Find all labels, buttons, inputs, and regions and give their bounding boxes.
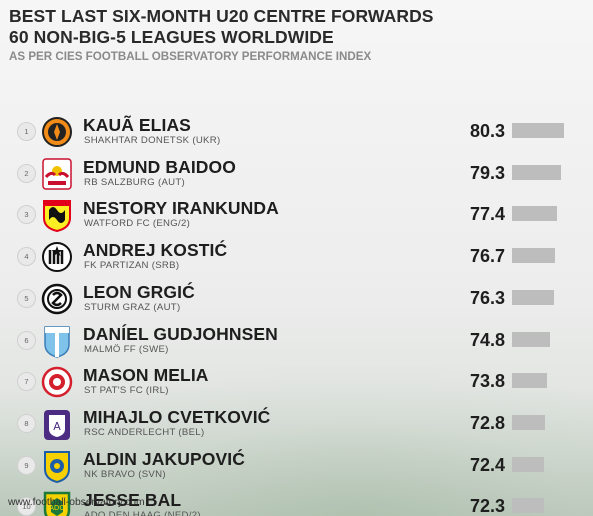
score-label: 74.8 <box>469 329 505 350</box>
malmo-crest-icon <box>41 324 73 358</box>
ado-den-haag-crest-icon: ADO <box>41 490 73 516</box>
anderlecht-crest-icon: A <box>41 407 73 441</box>
score-bar <box>512 164 562 180</box>
player-name: MIHAJLO CVETKOVIĆ <box>83 406 271 427</box>
club-name: ST PAT'S FC (IRL) <box>84 385 169 397</box>
ranking-row: 1 KAUÃ ELIAS SHAKHTAR DONETSK (UKR) 80.3 <box>0 112 593 152</box>
rank-badge: 1 <box>17 122 36 141</box>
score-bar <box>512 498 544 514</box>
score-label: 73.8 <box>469 371 505 392</box>
watford-crest-icon <box>41 198 73 233</box>
chart-subtitle: AS PER CIES FOOTBALL OBSERVATORY PERFORM… <box>9 50 372 63</box>
rank-badge: 7 <box>17 372 36 392</box>
score-bar <box>512 289 554 305</box>
ranking-row: 8 A MIHAJLO CVETKOVIĆ RSC ANDERLECHT (BEL) 7… <box>0 404 593 444</box>
score-label: 72.4 <box>469 454 505 475</box>
score-label: 76.3 <box>469 287 505 308</box>
chart-title: BEST LAST SIX-MONTH U20 CENTRE FORWARDS <box>9 6 434 26</box>
club-name: RB SALZBURG (AUT) <box>84 176 186 188</box>
score-bar <box>512 248 555 264</box>
rank-badge: 4 <box>17 247 36 267</box>
score-bar <box>512 331 550 347</box>
player-name: JESSE BAL <box>83 490 182 511</box>
ranking-row: 10 ADO JESSE BAL ADO DEN HAAG (NED/2) 72.3 <box>0 487 593 516</box>
rank-badge: 2 <box>17 163 36 183</box>
ranking-row: 5 LEON GRGIĆ STURM GRAZ (AUT) 76.3 <box>0 279 593 319</box>
ranking-row: 2 EDMUND BAIDOO RB SALZBURG (AUT) 79.3 <box>0 154 593 194</box>
sturm-graz-crest-icon <box>41 282 73 316</box>
rank-badge: 9 <box>17 455 36 475</box>
club-name: SHAKHTAR DONETSK (UKR) <box>84 135 221 146</box>
club-name: NK BRAVO (SVN) <box>84 468 166 480</box>
club-name: ADO DEN HAAG (NED/2) <box>84 510 201 516</box>
svg-text:A: A <box>53 420 61 433</box>
score-bar <box>512 373 548 389</box>
chart-header: BEST LAST SIX-MONTH U20 CENTRE FORWARDS … <box>9 6 434 65</box>
chart-title-line2: 60 NON-BIG-5 LEAGUES WORLDWIDE <box>9 27 334 47</box>
ranking-row: 9 ALDIN JAKUPOVIĆ NK BRAVO (SVN) 72.4 <box>0 446 593 486</box>
player-name: ANDREJ KOSTIĆ <box>83 240 228 261</box>
svg-text:ADO: ADO <box>49 504 65 512</box>
player-name: MASON MELIA <box>83 365 209 386</box>
rank-badge: 5 <box>17 288 36 308</box>
club-name: STURM GRAZ (AUT) <box>84 301 181 313</box>
player-name: LEON GRGIĆ <box>83 281 195 302</box>
ranking-row: 7 MASON MELIA ST PAT'S FC (IRL) 73.8 <box>0 362 593 402</box>
score-label: 72.8 <box>469 412 505 433</box>
player-name: NESTORY IRANKUNDA <box>83 198 279 219</box>
shakhtar-donetsk-crest-icon <box>41 115 73 149</box>
score-label: 77.4 <box>469 204 505 225</box>
ranking-row: 4 ANDREJ KOSTIĆ FK PARTIZAN (SRB) 76.7 <box>0 237 593 277</box>
player-name: EDMUND BAIDOO <box>83 156 236 177</box>
score-bar <box>512 123 564 138</box>
club-name: RSC ANDERLECHT (BEL) <box>84 426 205 438</box>
st-pats-crest-icon <box>41 365 73 399</box>
score-label: 72.3 <box>469 496 505 516</box>
score-bar <box>512 414 545 430</box>
source-url: www.football-observatory.com <box>8 497 145 508</box>
score-label: 76.7 <box>469 246 505 267</box>
score-label: 80.3 <box>469 121 505 141</box>
club-name: MALMÖ FF (SWE) <box>84 343 169 355</box>
rb-salzburg-crest-icon <box>41 157 73 191</box>
player-name: ALDIN JAKUPOVIĆ <box>83 448 245 469</box>
player-name: KAUÃ ELIAS <box>83 115 191 135</box>
rank-badge: 8 <box>17 413 36 433</box>
score-bar <box>512 456 544 472</box>
rank-badge: 6 <box>17 330 36 350</box>
club-name: WATFORD FC (ENG/2) <box>84 218 191 230</box>
rank-badge: 3 <box>17 205 36 225</box>
ranking-row: 3 NESTORY IRANKUNDA WATFORD FC (ENG/2) 77.4 <box>0 195 593 235</box>
club-name: FK PARTIZAN (SRB) <box>84 260 180 272</box>
player-name: DANÍEL GUDJOHNSEN <box>83 323 278 344</box>
nk-bravo-crest-icon <box>41 449 73 483</box>
score-bar <box>512 206 557 222</box>
ranking-row: 6 DANÍEL GUDJOHNSEN MALMÖ FF (SWE) 74.8 <box>0 321 593 361</box>
score-label: 79.3 <box>469 162 505 183</box>
partizan-crest-icon <box>41 240 73 274</box>
